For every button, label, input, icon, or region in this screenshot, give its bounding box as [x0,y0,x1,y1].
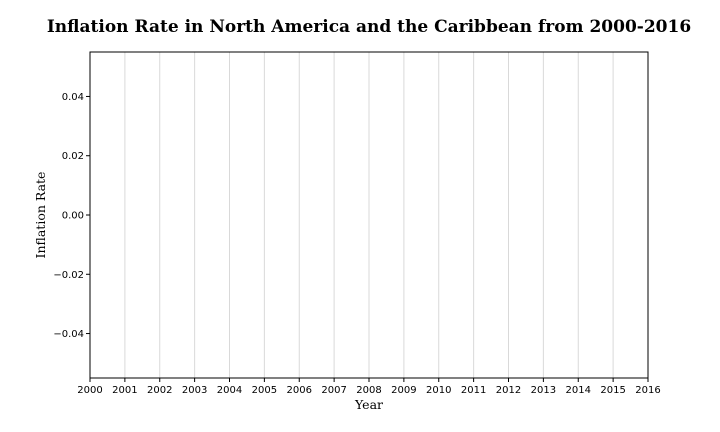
y-tick-label: 0.00 [62,211,84,222]
x-tick-label: 2005 [252,385,277,396]
y-axis-label: Inflation Rate [33,172,48,259]
grid-lines [124,52,614,378]
y-tick-label: 0.02 [62,151,84,162]
x-tick-label: 2016 [635,385,660,396]
x-tick-label: 2002 [147,385,172,396]
x-tick-label: 2009 [391,385,416,396]
y-tick-label: 0.04 [62,92,84,103]
y-tick-label: −0.04 [53,329,84,340]
x-tick-label: 2012 [496,385,521,396]
y-tick-label: −0.02 [53,270,84,281]
x-tick-label: 2015 [600,385,625,396]
chart-title: Inflation Rate in North America and the … [47,17,691,37]
x-tick-label: 2008 [356,385,381,396]
x-axis-label: Year [354,397,383,412]
x-tick-label: 2007 [321,385,346,396]
x-tick-label: 2006 [287,385,312,396]
x-tick-label: 2003 [182,385,207,396]
x-tick-label: 2004 [217,385,242,396]
x-tick-label: 2014 [566,385,591,396]
y-axis: 0.04 0.02 0.00 −0.02 −0.04 [53,92,90,340]
x-tick-label: 2001 [112,385,137,396]
x-tick-label: 2000 [77,385,102,396]
x-axis: 2000 2001 2002 2003 2004 2005 2006 2007 2008 2009… [77,378,661,396]
x-tick-label: 2013 [531,385,556,396]
x-tick-label: 2010 [426,385,451,396]
x-tick-label: 2011 [461,385,486,396]
